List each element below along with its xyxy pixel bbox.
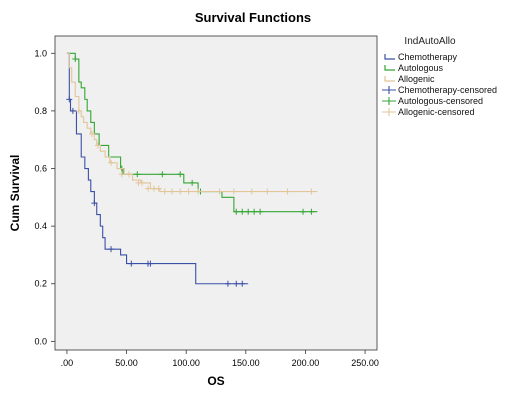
legend-item: Chemotherapy-censored <box>382 85 497 95</box>
censor-mark-autologous <box>233 208 240 215</box>
legend-label: Allogenic <box>398 74 435 84</box>
x-tick-label: 150.00 <box>232 358 260 368</box>
censor-mark-autologous <box>134 171 141 178</box>
censor-mark-chemotherapy <box>239 280 246 287</box>
censor-mark-chemotherapy <box>69 107 76 114</box>
censor-mark-chemotherapy <box>224 280 231 287</box>
y-tick-label: 0.2 <box>34 279 47 289</box>
censor-mark-allogenic <box>216 188 223 195</box>
chart-title: Survival Functions <box>195 10 311 25</box>
censor-mark-allogenic <box>139 179 146 186</box>
legend-item: Allogenic-censored <box>382 107 475 117</box>
censor-mark-chemotherapy <box>128 260 135 267</box>
legend-label: Chemotherapy-censored <box>398 85 497 95</box>
legend-label: Autologous-censored <box>398 96 483 106</box>
legend-swatch-censor <box>382 86 396 94</box>
censor-mark-chemotherapy <box>91 200 98 207</box>
legend-label: Chemotherapy <box>398 52 458 62</box>
legend-swatch-censor <box>382 97 396 105</box>
y-tick-label: 0.4 <box>34 221 47 231</box>
series-layer <box>66 52 318 287</box>
censor-mark-allogenic <box>185 188 192 195</box>
censor-mark-allogenic <box>230 188 237 195</box>
censor-mark-chemotherapy <box>147 260 154 267</box>
legend-swatch-step <box>384 65 395 71</box>
series-allogenic <box>66 52 318 195</box>
censor-mark-allogenic <box>155 185 162 192</box>
legend-item: Autologous-censored <box>382 96 483 106</box>
censor-mark-allogenic <box>284 188 291 195</box>
axis-layer: .00 50.00 100.00 150.00 200.00 250.00 0.0 0.2 0.… <box>34 48 378 368</box>
y-tick-label: 0.0 <box>34 336 47 346</box>
censor-mark-allogenic <box>125 171 132 178</box>
legend-swatch-step <box>384 54 395 60</box>
censor-mark-allogenic <box>108 159 115 166</box>
censor-mark-autologous <box>159 171 166 178</box>
censor-mark-allogenic <box>177 188 184 195</box>
censor-mark-allogenic <box>168 188 175 195</box>
x-tick-label: 100.00 <box>172 358 200 368</box>
x-axis-label: OS <box>207 374 224 388</box>
y-tick-label: 1.0 <box>34 48 47 58</box>
legend-item: Allogenic <box>384 74 435 84</box>
legend-label: Autologous <box>398 63 444 73</box>
censor-mark-allogenic <box>145 185 152 192</box>
censor-mark-allogenic <box>264 188 271 195</box>
plot-area <box>54 35 378 351</box>
censor-mark-allogenic <box>161 188 168 195</box>
censor-mark-chemotherapy <box>66 96 73 103</box>
censor-mark-autologous <box>239 208 246 215</box>
x-tick-label: 250.00 <box>351 358 379 368</box>
censor-mark-allogenic <box>195 188 202 195</box>
legend-item: Autologous <box>384 63 444 73</box>
y-tick-label: 0.6 <box>34 164 47 174</box>
censor-mark-chemotherapy <box>108 246 115 253</box>
censor-mark-allogenic <box>88 130 95 137</box>
censor-mark-autologous <box>189 179 196 186</box>
censor-mark-allogenic <box>308 188 315 195</box>
series-chemotherapy <box>66 52 249 287</box>
censor-mark-autologous <box>177 171 184 178</box>
legend: IndAutoAllo ChemotherapyAutologousAlloge… <box>382 36 497 117</box>
legend-item: Chemotherapy <box>384 52 458 62</box>
censor-mark-allogenic <box>75 107 82 114</box>
censor-mark-allogenic <box>248 188 255 195</box>
legend-title: IndAutoAllo <box>404 36 456 47</box>
x-tick-label: 200.00 <box>292 358 320 368</box>
censor-mark-autologous <box>300 208 307 215</box>
censor-mark-chemotherapy <box>233 280 240 287</box>
censor-mark-autologous <box>308 208 315 215</box>
legend-swatch-step <box>384 76 395 82</box>
y-axis-label: Cum Survival <box>8 155 22 232</box>
censor-mark-autologous <box>245 208 252 215</box>
censor-mark-autologous <box>257 208 264 215</box>
x-tick-label: .00 <box>61 358 74 368</box>
censor-mark-allogenic <box>118 171 125 178</box>
survival-line-allogenic <box>66 52 318 193</box>
censor-mark-autologous <box>72 56 79 63</box>
censor-mark-allogenic <box>94 142 101 149</box>
y-tick-label: 0.8 <box>34 106 47 116</box>
legend-label: Allogenic-censored <box>398 107 475 117</box>
legend-swatch-censor <box>382 108 396 116</box>
censor-mark-autologous <box>251 208 258 215</box>
x-tick-label: 50.00 <box>115 358 138 368</box>
